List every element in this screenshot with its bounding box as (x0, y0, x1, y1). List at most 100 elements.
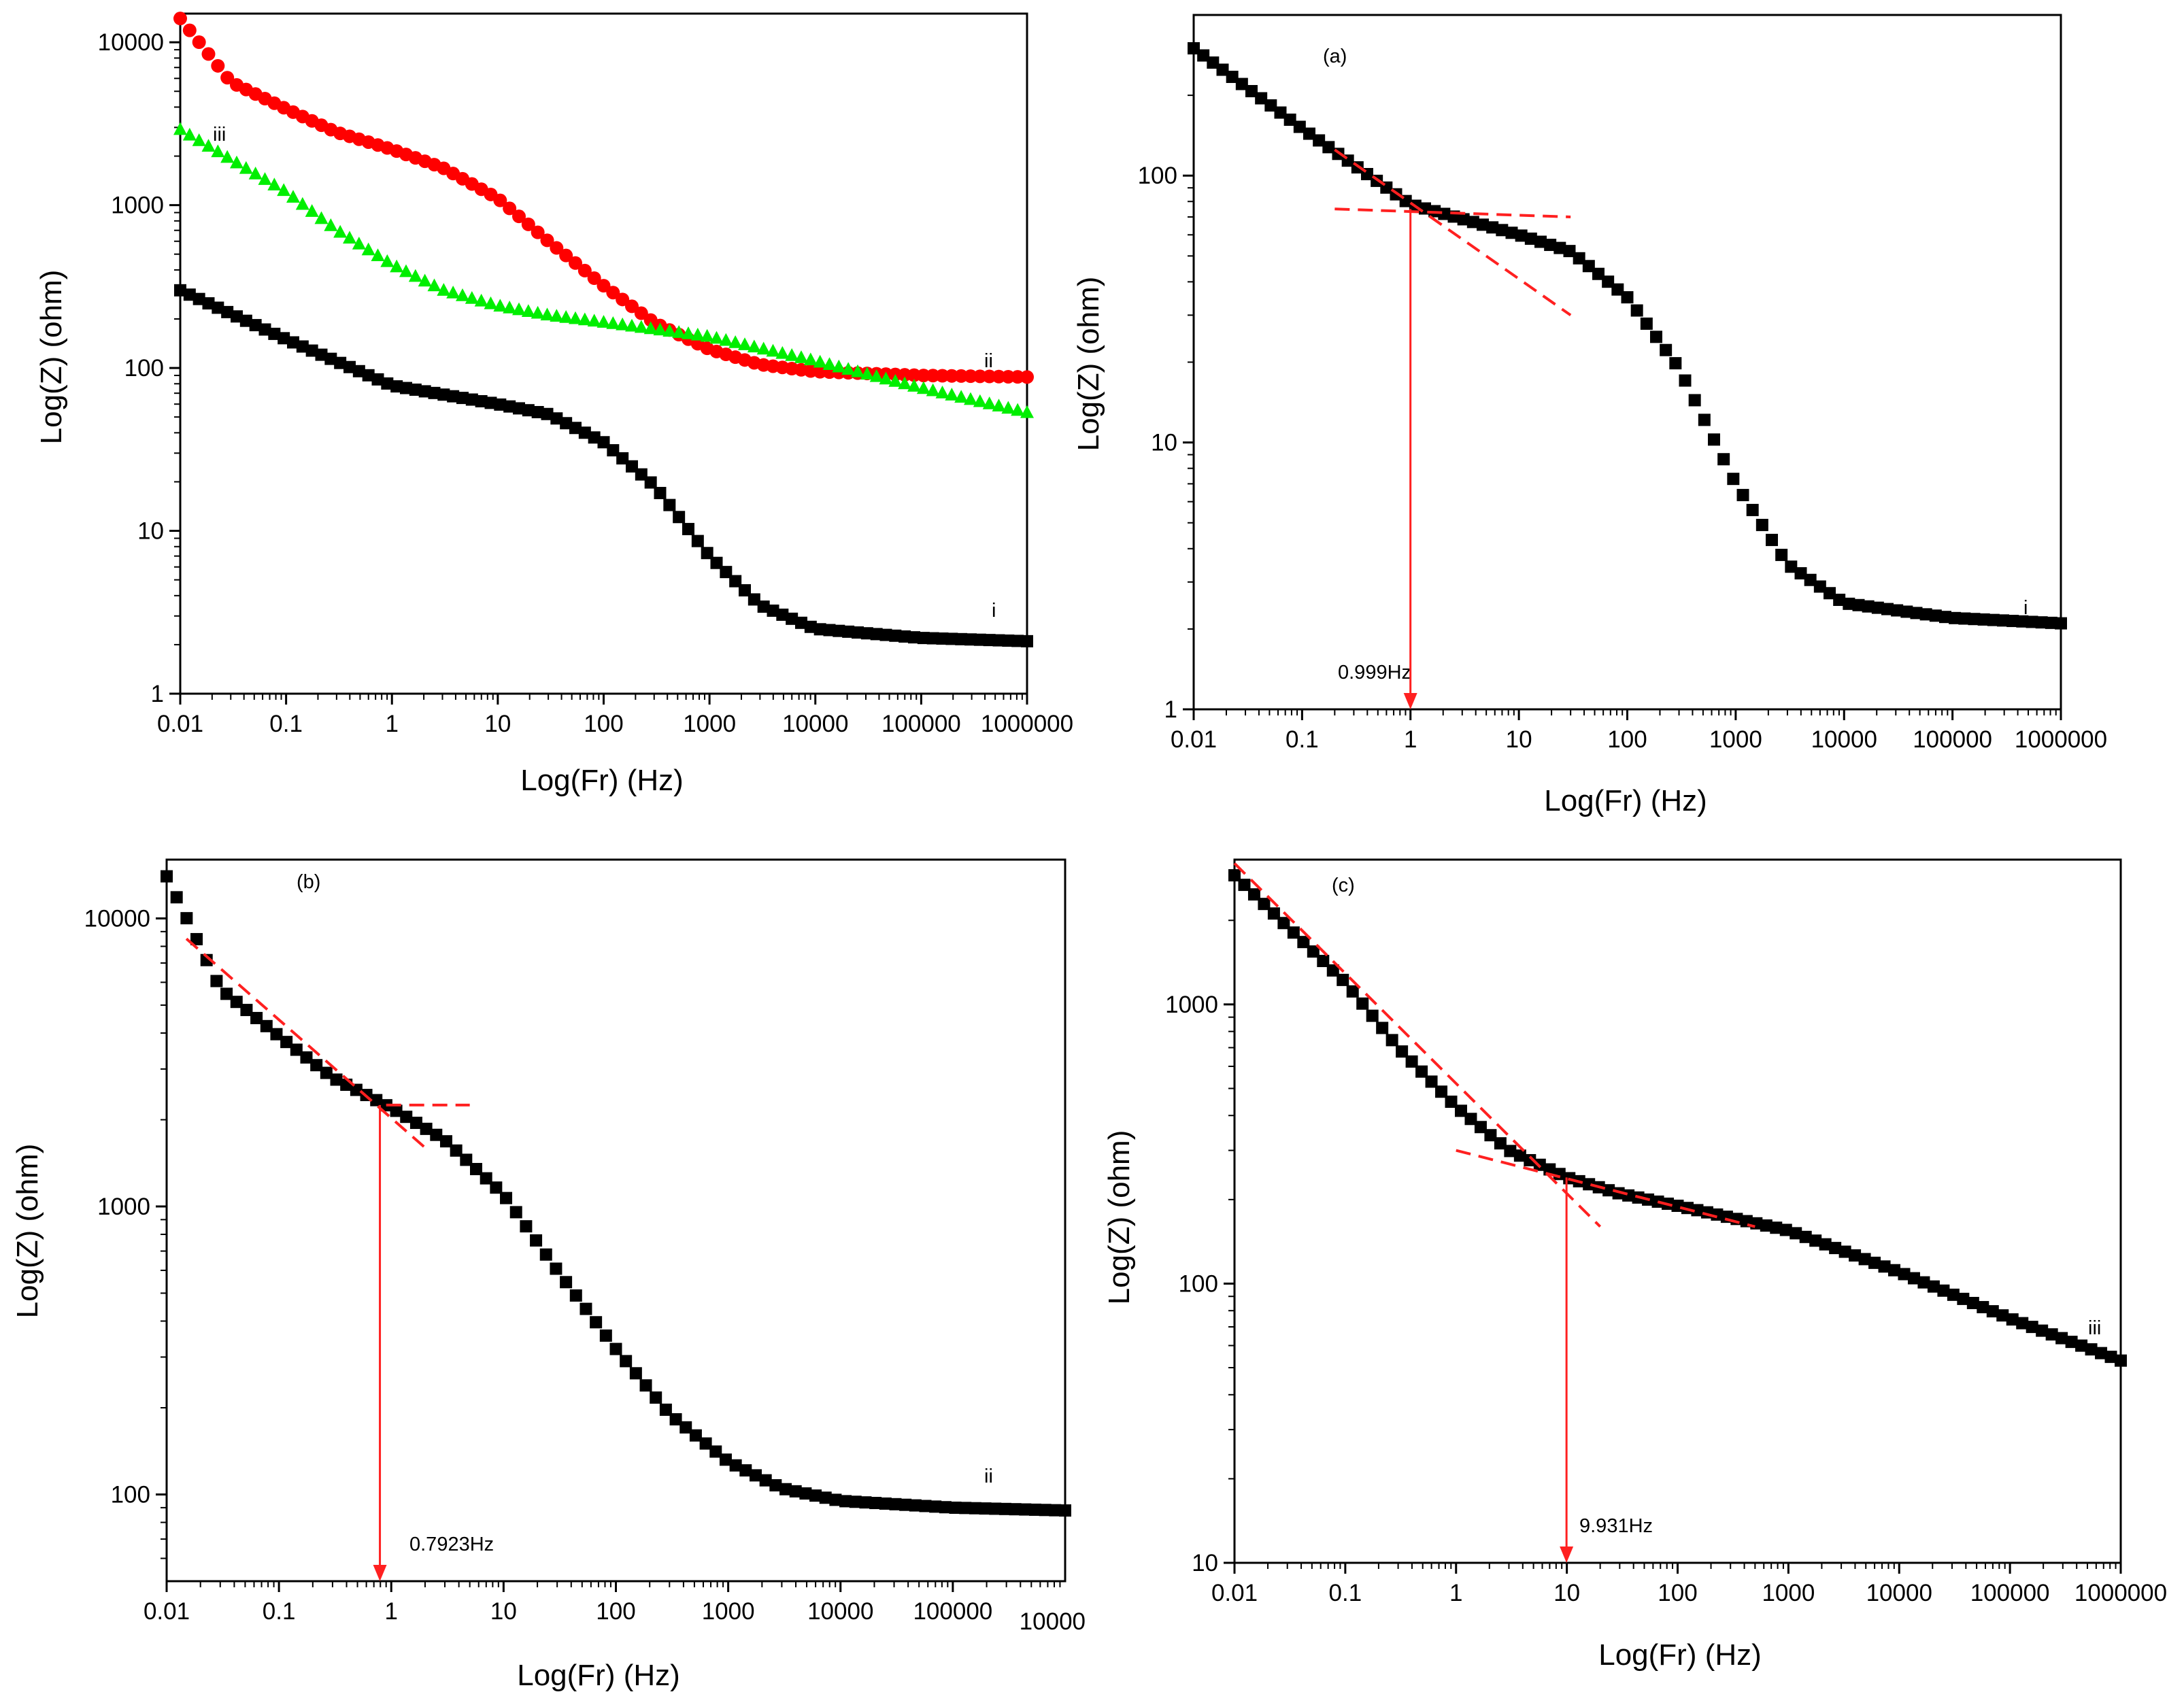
data-point (1313, 134, 1326, 147)
data-point (1474, 1121, 1487, 1134)
data-point (1898, 1268, 1911, 1281)
data-point (1255, 92, 1268, 105)
data-point (1987, 613, 2000, 626)
data-point (559, 248, 573, 263)
data-point (521, 304, 535, 317)
data-point (1001, 401, 1015, 414)
x-tick-label: 100000 (913, 1598, 992, 1625)
data-point (550, 309, 564, 322)
data-point (300, 1051, 313, 1064)
x-tick-label: 100000 (1970, 1580, 2050, 1606)
data-point (597, 436, 610, 449)
data-point (822, 357, 837, 370)
data-point (522, 404, 535, 417)
data-point (530, 1234, 543, 1247)
data-point (1011, 635, 1024, 647)
y-tick-label: 1 (151, 681, 164, 707)
data-point (1760, 1219, 1773, 1232)
data-point (701, 547, 713, 560)
data-point (1059, 1504, 1071, 1517)
data-point (973, 394, 987, 407)
y-tick-label: 100 (111, 1482, 150, 1508)
y-tick-label: 10000 (84, 905, 150, 932)
data-point (859, 1496, 872, 1509)
data-point (503, 301, 517, 314)
data-point (1264, 99, 1277, 112)
x-tick-label: 0.01 (1171, 726, 1217, 753)
data-point (550, 412, 563, 425)
data-point (709, 331, 724, 344)
data-point (560, 417, 573, 430)
x-tick-label: 10000 (782, 711, 848, 737)
data-point (869, 1497, 882, 1510)
data-point (1939, 611, 1951, 624)
data-point (258, 172, 272, 185)
data-point (819, 1491, 832, 1504)
data-point (381, 377, 394, 390)
data-point (1650, 331, 1662, 343)
data-point (287, 336, 299, 349)
y-tick-label: 1000 (97, 1194, 150, 1220)
tangent-line (1334, 148, 1572, 317)
data-point (747, 593, 760, 606)
data-point (1020, 405, 1034, 418)
x-tick-label: 1000 (683, 711, 736, 737)
chart-panel-b: Log(Fr) (Hz) Log(Z) (ohm) (b) 0.7923Hz 1… (11, 858, 1086, 1692)
data-point (2016, 1317, 2029, 1330)
data-point (1858, 1253, 1871, 1266)
data-point (1679, 374, 1692, 387)
data-point (250, 1011, 263, 1024)
data-point (420, 1122, 433, 1135)
data-point (1862, 600, 1875, 613)
data-point (766, 343, 780, 357)
data-point (409, 383, 422, 396)
data-point (1466, 216, 1479, 229)
x-tick-label: 10 (484, 711, 511, 737)
data-point (739, 1464, 752, 1477)
data-point (626, 460, 638, 473)
data-point (689, 1429, 702, 1442)
data-point (231, 310, 243, 323)
data-point (606, 286, 620, 300)
data-point (371, 373, 384, 386)
data-point (1376, 1021, 1389, 1034)
data-point (418, 385, 431, 398)
data-point (1611, 283, 1624, 296)
data-point (719, 333, 733, 346)
data-point (249, 319, 262, 332)
data-point (183, 288, 196, 301)
data-point (849, 1495, 862, 1508)
data-point (427, 278, 441, 292)
data-point (280, 1036, 293, 1049)
data-point (1640, 317, 1653, 330)
data-point (998, 1502, 1011, 1515)
data-point (512, 209, 526, 224)
data-point (531, 225, 545, 239)
data-point (352, 236, 366, 250)
data-point (1766, 533, 1778, 546)
data-point (1755, 518, 1768, 531)
data-point (1356, 997, 1369, 1010)
x-tick-label: 100 (1658, 1580, 1697, 1606)
data-point (430, 1128, 443, 1141)
data-point (832, 359, 846, 373)
series-tag-ii: ii (984, 1466, 993, 1487)
data-point (201, 139, 216, 152)
data-point (747, 339, 761, 353)
data-point (1445, 1095, 1458, 1108)
data-point (531, 405, 544, 418)
data-point (456, 288, 469, 301)
data-point (460, 1153, 473, 1166)
data-point (324, 352, 337, 365)
y-axis-title: Log(Z) (ohm) (11, 1144, 44, 1319)
data-point (2065, 1336, 2078, 1349)
data-point (1009, 1503, 1022, 1516)
x-tick-label: 1000000 (981, 711, 1073, 737)
x-tick-label: 0.1 (1329, 1580, 1362, 1606)
data-point (200, 953, 213, 966)
data-point (606, 316, 620, 329)
data-point (1011, 370, 1025, 384)
data-point (1039, 1504, 1052, 1517)
